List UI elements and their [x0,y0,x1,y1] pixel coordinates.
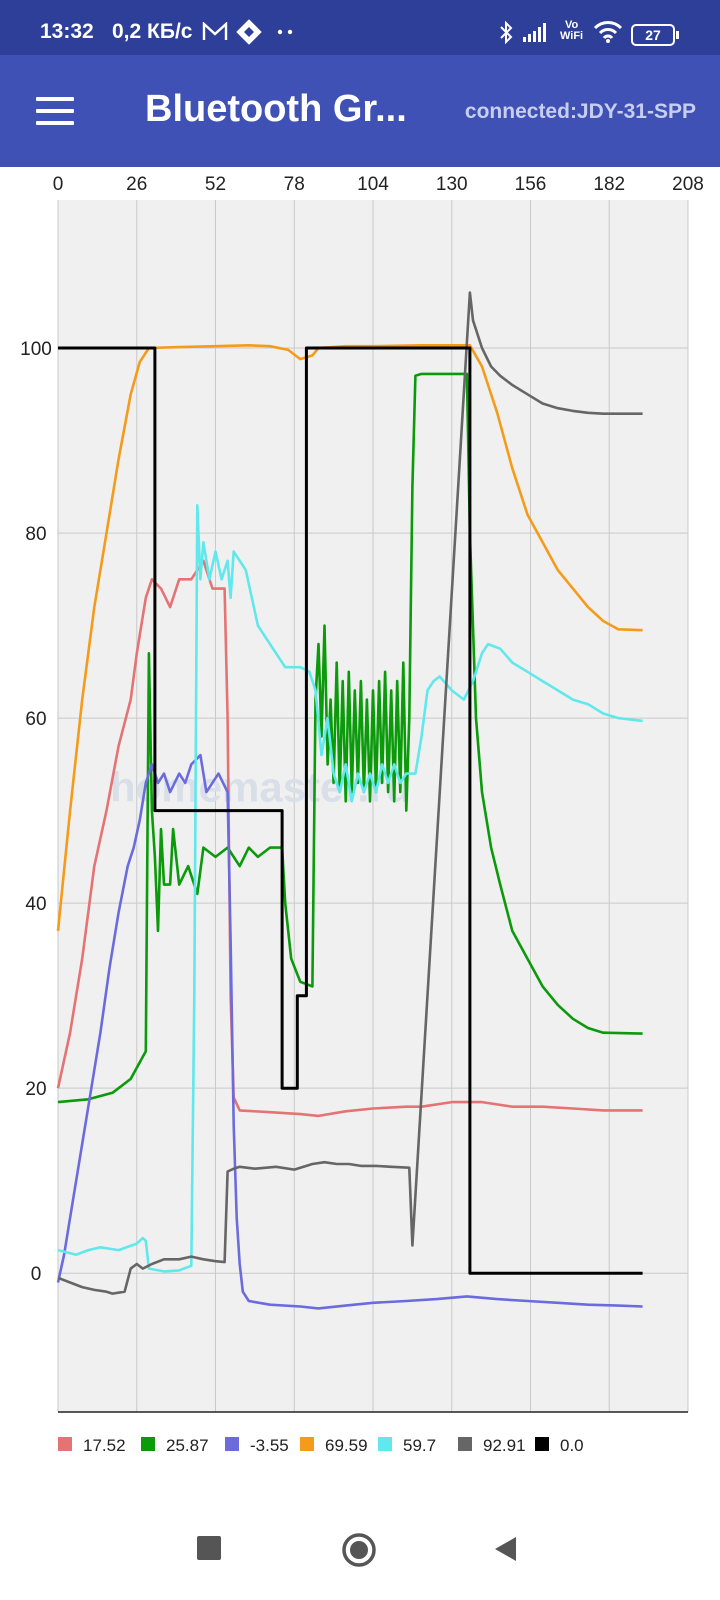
vowifi-label-bottom: WiFi [560,30,584,42]
x-tick-label: 104 [357,174,389,195]
mail-icon [202,22,228,40]
legend-item: 59.7 [378,1436,436,1455]
legend-item: 25.87 [141,1436,209,1455]
series-line-1 [56,559,643,1118]
x-tick-label: 130 [436,174,468,195]
x-tick-label: 182 [593,174,625,195]
more-notifications-icon [277,29,293,35]
legend-item: 17.52 [58,1436,126,1455]
status-speed: 0,2 КБ/с [112,20,193,43]
legend-swatch [225,1437,239,1451]
legend-label: -3.55 [250,1436,289,1455]
series-line-6 [57,291,643,1295]
series-line-3 [56,753,643,1310]
legend-item: 0.0 [535,1436,584,1455]
navigation-bar [0,1500,720,1600]
y-tick-label: 60 [25,709,46,730]
chart-legend: 17.52 25.87 -3.55 69.59 59.7 92.91 0.0 [58,1436,584,1455]
series-line-2 [57,372,643,1104]
series-line-4 [56,344,643,932]
legend-label: 0.0 [560,1436,584,1455]
recents-square-icon[interactable] [196,1535,222,1561]
y-tick-label: 0 [31,1264,42,1285]
series-line-7 [58,346,643,1275]
back-triangle-icon[interactable] [492,1535,520,1563]
x-tick-label: 26 [126,174,147,195]
x-tick-label: 0 [53,174,64,195]
y-tick-label: 40 [25,894,46,915]
connection-status: connected:JDY-31-SPP [464,100,696,123]
bluetooth-icon [500,20,513,45]
status-bar: 13:32 0,2 КБ/с Vo WiFi 27 [0,0,720,55]
x-tick-label: 208 [672,174,704,195]
legend-swatch [141,1437,155,1451]
line-chart: homemaster.ru 0 26 52 78 104 130 156 182 208 020… [20,174,704,1455]
signal-icon [523,23,546,42]
battery-level: 27 [645,27,661,43]
legend-label: 59.7 [403,1436,436,1455]
app-bar: Bluetooth Gr... connected:JDY-31-SPP [0,55,720,167]
x-tick-label: 52 [205,174,226,195]
legend-swatch [458,1437,472,1451]
series-lines [56,291,643,1310]
vowifi-icon: Vo WiFi [560,20,583,42]
y-tick-label: 80 [25,524,46,545]
app-notification-icon [236,19,262,45]
hamburger-menu-icon[interactable] [36,97,74,125]
legend-label: 69.59 [325,1436,368,1455]
status-time: 13:32 [40,20,94,43]
vowifi-label-top: Vo [564,19,579,31]
legend-label: 92.91 [483,1436,526,1455]
x-axis-ticks: 0 26 52 78 104 130 156 182 208 [53,174,704,195]
y-tick-label: 100 [20,339,52,360]
legend-swatch [535,1437,549,1451]
app-title: Bluetooth Gr... [145,88,407,130]
legend-label: 25.87 [166,1436,209,1455]
legend-swatch [58,1437,72,1451]
series-line-5 [57,503,643,1273]
legend-label: 17.52 [83,1436,126,1455]
chart-area: homemaster.ru 0 26 52 78 104 130 156 182 208 0 20… [0,167,720,1497]
x-tick-label: 78 [284,174,305,195]
legend-item: -3.55 [225,1436,289,1455]
legend-item: 69.59 [300,1436,368,1455]
y-axis-ticks: 0 20 40 60 80 100 [20,339,52,1285]
legend-swatch [378,1437,392,1451]
legend-item: 92.91 [458,1436,526,1455]
battery-icon: 27 [631,24,679,46]
home-circle-icon[interactable] [341,1532,377,1568]
legend-swatch [300,1437,314,1451]
wifi-icon [593,21,623,43]
y-tick-label: 20 [25,1079,46,1100]
x-tick-label: 156 [515,174,547,195]
